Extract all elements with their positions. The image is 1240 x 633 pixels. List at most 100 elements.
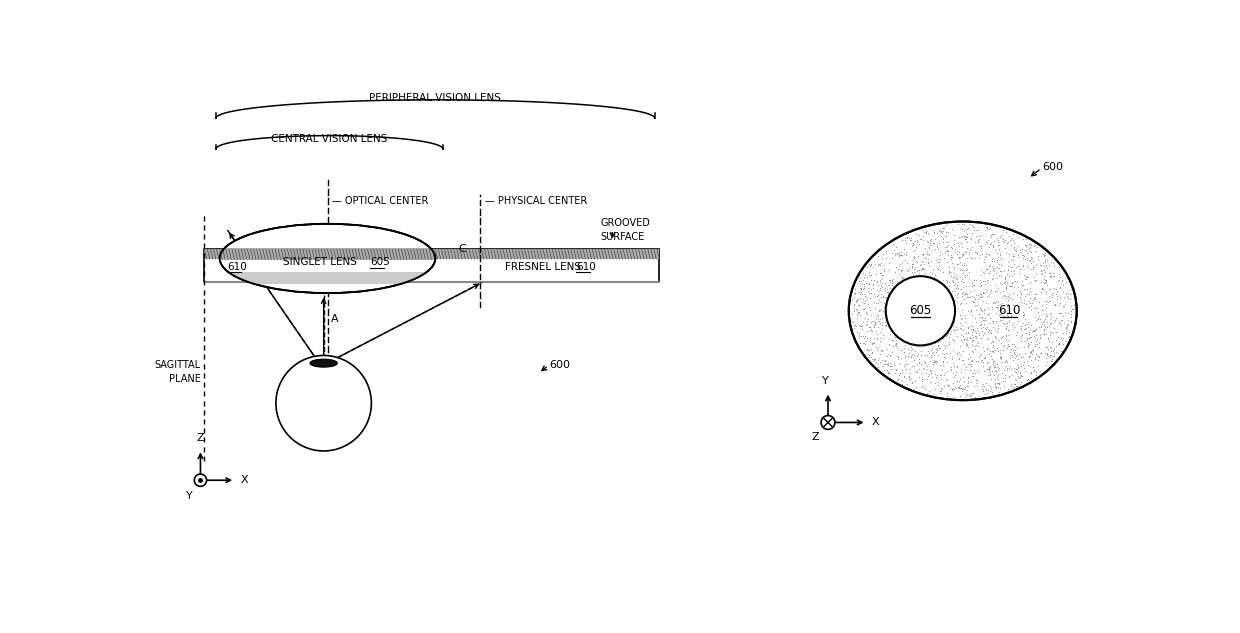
Point — [924, 228, 944, 238]
Point — [913, 382, 932, 392]
Point — [920, 292, 940, 303]
Point — [1044, 299, 1064, 310]
Point — [904, 263, 924, 273]
Point — [980, 242, 999, 253]
Point — [897, 276, 916, 286]
Point — [1056, 323, 1076, 333]
Point — [962, 253, 982, 263]
Point — [878, 284, 898, 294]
Point — [973, 315, 993, 325]
Point — [981, 374, 1001, 384]
Point — [1038, 351, 1058, 361]
Point — [875, 277, 895, 287]
Point — [854, 296, 874, 306]
Point — [930, 385, 950, 396]
Point — [972, 355, 992, 365]
Point — [991, 308, 1011, 318]
Point — [869, 357, 889, 367]
Point — [889, 370, 909, 380]
Point — [924, 238, 944, 248]
Point — [1024, 326, 1044, 336]
Point — [1042, 288, 1061, 298]
Point — [1039, 298, 1059, 308]
Point — [874, 266, 894, 276]
Point — [899, 265, 919, 275]
Point — [1052, 308, 1071, 318]
Point — [885, 341, 905, 351]
Point — [892, 265, 911, 275]
Point — [882, 253, 901, 263]
Point — [962, 278, 982, 288]
Point — [950, 272, 970, 282]
Point — [867, 291, 887, 301]
Point — [990, 263, 1009, 273]
Point — [952, 305, 972, 315]
Point — [1024, 292, 1044, 303]
Point — [919, 385, 939, 396]
Point — [905, 346, 925, 356]
Point — [959, 372, 978, 382]
Point — [906, 273, 926, 283]
Point — [1023, 362, 1043, 372]
Point — [998, 265, 1018, 275]
Point — [968, 337, 988, 348]
Point — [849, 293, 869, 303]
Point — [1003, 251, 1023, 261]
Point — [978, 268, 998, 279]
Point — [1053, 301, 1073, 311]
Point — [986, 302, 1006, 312]
Point — [897, 364, 916, 374]
Point — [976, 222, 996, 232]
Point — [852, 320, 872, 330]
Point — [1042, 327, 1061, 337]
Point — [931, 284, 951, 294]
Point — [993, 345, 1013, 355]
Point — [868, 311, 888, 321]
Point — [983, 242, 1003, 252]
Point — [991, 337, 1011, 348]
Point — [1025, 367, 1045, 377]
Point — [909, 272, 929, 282]
Point — [936, 292, 956, 303]
Point — [1017, 254, 1037, 265]
Point — [905, 277, 925, 287]
Point — [864, 292, 884, 302]
Point — [998, 291, 1018, 301]
Point — [991, 230, 1011, 240]
Point — [911, 375, 931, 385]
Point — [941, 294, 961, 304]
Ellipse shape — [849, 222, 1076, 400]
Point — [875, 320, 895, 330]
Point — [1040, 296, 1060, 306]
Point — [929, 380, 949, 391]
Point — [983, 298, 1003, 308]
Point — [918, 276, 937, 286]
Point — [903, 349, 923, 359]
Point — [990, 315, 1009, 325]
Point — [929, 340, 949, 350]
Point — [905, 236, 925, 246]
Point — [986, 316, 1006, 327]
Point — [1047, 335, 1066, 345]
Point — [930, 306, 950, 316]
Point — [991, 260, 1011, 270]
Point — [992, 279, 1012, 289]
Point — [878, 367, 898, 377]
Point — [909, 325, 929, 335]
Point — [919, 237, 939, 248]
Point — [877, 287, 897, 297]
Point — [1002, 266, 1022, 276]
Point — [897, 258, 916, 268]
Point — [970, 352, 990, 362]
Point — [977, 358, 997, 368]
Point — [930, 360, 950, 370]
Point — [928, 377, 947, 387]
Point — [1050, 292, 1070, 303]
Point — [883, 293, 903, 303]
Point — [996, 235, 1016, 245]
Point — [954, 358, 973, 368]
Point — [1039, 321, 1059, 331]
Point — [921, 306, 941, 316]
Point — [940, 348, 960, 358]
Point — [970, 241, 990, 251]
